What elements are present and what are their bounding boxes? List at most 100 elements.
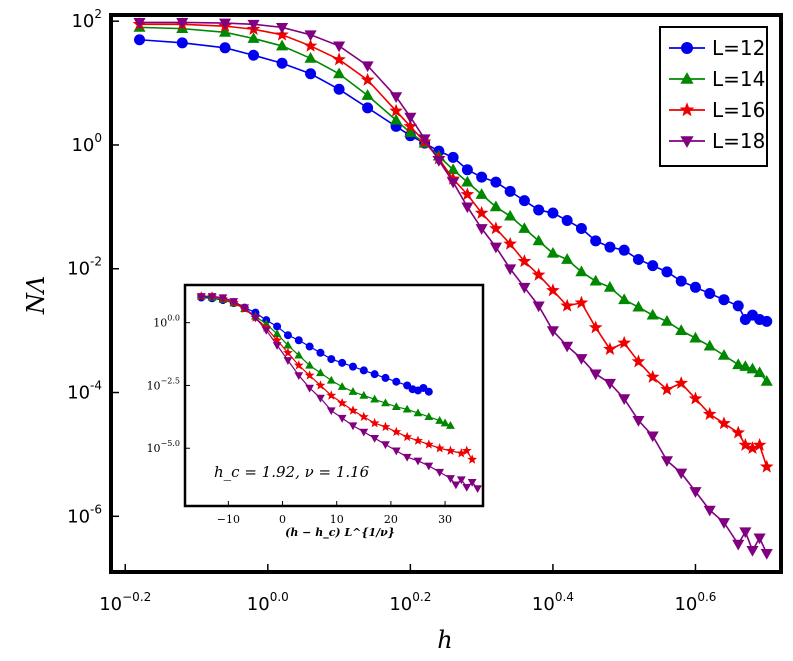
main-data-point — [674, 376, 689, 390]
inset-data-point — [446, 421, 455, 429]
inset-data-point — [380, 421, 391, 432]
inset-data-point — [348, 387, 358, 395]
legend-box — [659, 26, 768, 167]
inset-data-point — [327, 355, 336, 364]
main-data-point — [731, 425, 746, 439]
main-data-point — [732, 300, 744, 312]
main-data-point — [575, 265, 588, 277]
inset-data-point — [272, 342, 282, 350]
inset-data-point — [304, 370, 315, 380]
inset-data-point — [392, 377, 401, 386]
main-data-point — [660, 315, 674, 326]
main-data-point — [474, 205, 489, 219]
main-data-point — [333, 41, 346, 53]
main-data-point — [574, 295, 589, 309]
main-data-point — [504, 185, 516, 197]
main-data-point — [333, 83, 345, 95]
inset-series-l-18 — [196, 293, 482, 494]
main-x-tick-label-1: 100.0 — [247, 590, 289, 615]
main-data-point — [647, 260, 659, 272]
main-data-point — [475, 224, 488, 235]
main-data-point — [618, 394, 631, 406]
inset-data-point — [294, 350, 304, 359]
inset-data-point — [381, 398, 390, 407]
inset-x-tick-label-2: 10 — [330, 513, 344, 526]
inset-data-point — [462, 483, 472, 492]
inset-data-point — [326, 390, 337, 400]
inset-data-point — [359, 428, 369, 437]
main-data-point — [759, 459, 774, 473]
main-x-tick-label-0: 10−0.2 — [99, 590, 151, 615]
main-data-point — [717, 349, 731, 360]
main-data-point — [304, 30, 317, 42]
main-data-point — [546, 326, 559, 337]
legend-label-0: L=12 — [712, 36, 765, 60]
inset-data-point — [370, 370, 379, 379]
main-x-tick-label-4: 100.6 — [674, 590, 716, 615]
inset-data-point — [283, 340, 293, 349]
main-data-point — [575, 223, 587, 235]
main-data-point — [361, 89, 374, 100]
main-data-point — [390, 92, 403, 104]
main-data-point — [404, 126, 417, 137]
main-data-point — [490, 176, 502, 188]
main-data-point — [461, 202, 474, 214]
main-data-point — [760, 375, 773, 386]
main-data-point — [588, 320, 603, 334]
main-data-point — [688, 391, 703, 405]
inset-data-point — [316, 368, 325, 377]
inset-data-point — [435, 416, 445, 424]
inset-y-tick-label-2: 10−5.0 — [147, 439, 180, 455]
main-y-tick-label-0: 102 — [71, 7, 102, 32]
inset-data-point — [305, 342, 314, 351]
main-data-point — [518, 282, 531, 294]
main-data-point — [133, 18, 146, 29]
inset-series-group — [196, 291, 482, 494]
main-data-point — [618, 244, 630, 256]
inset-data-point — [435, 468, 445, 477]
main-data-point — [561, 214, 573, 226]
main-data-point — [533, 204, 545, 216]
main-data-point — [275, 27, 289, 41]
inset-x-tick-label-1: 0 — [279, 513, 286, 526]
inset-data-point — [451, 481, 461, 490]
inset-data-point — [261, 327, 271, 335]
inset-data-point — [337, 397, 348, 408]
main-data-point — [219, 42, 231, 54]
main-data-point — [646, 308, 659, 320]
main-data-point — [461, 175, 474, 187]
main-data-point — [247, 32, 260, 43]
inset-x-tick-label-3: 20 — [384, 513, 398, 526]
main-data-point — [689, 487, 702, 498]
legend-label-1: L=14 — [712, 67, 765, 91]
inset-data-point — [316, 348, 325, 357]
main-data-point — [589, 369, 602, 381]
main-data-point — [504, 209, 517, 221]
main-data-point — [561, 253, 574, 264]
inset-data-point — [413, 435, 423, 445]
inset-data-point — [391, 447, 401, 456]
inset-data-point — [272, 335, 283, 345]
main-data-point — [560, 298, 574, 312]
main-data-point — [218, 26, 232, 37]
main-data-point — [717, 518, 731, 529]
main-data-point — [489, 221, 503, 235]
main-data-point — [176, 18, 189, 29]
main-data-point — [432, 156, 445, 167]
inset-data-point — [370, 434, 380, 443]
main-data-point — [739, 527, 752, 539]
inset-data-point — [293, 360, 304, 370]
main-data-point — [603, 342, 617, 355]
main-data-point — [532, 301, 545, 313]
main-data-point — [561, 341, 574, 353]
inset-data-point — [251, 314, 260, 323]
main-data-point — [489, 242, 502, 254]
inset-data-point — [338, 358, 347, 367]
main-data-point — [739, 360, 752, 371]
main-data-point — [675, 324, 688, 336]
main-data-point — [303, 38, 318, 52]
inset-data-point — [207, 293, 217, 301]
main-data-point — [660, 382, 674, 396]
main-data-point — [618, 293, 631, 305]
inset-data-point — [456, 476, 466, 485]
